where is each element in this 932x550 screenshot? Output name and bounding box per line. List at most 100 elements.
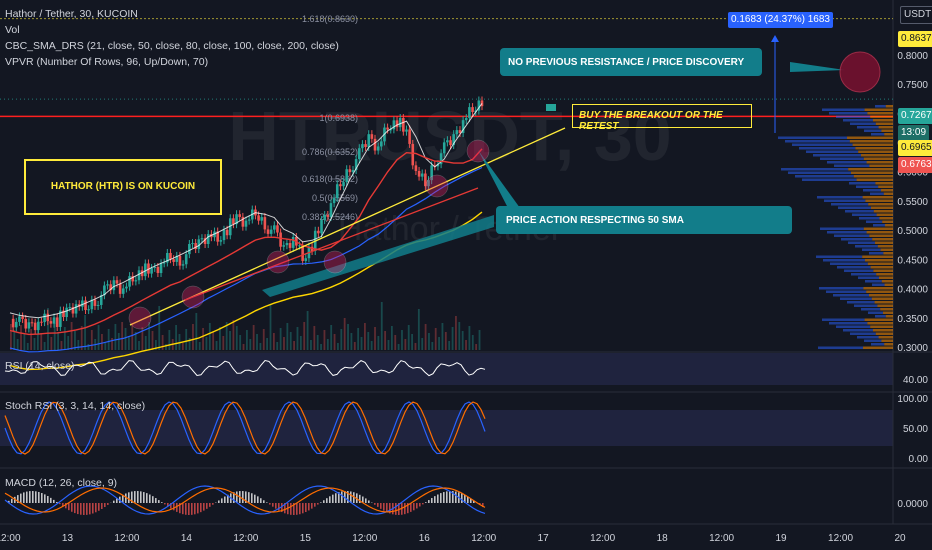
macd-histogram-bar: [164, 503, 166, 505]
macd-histogram-bar: [404, 503, 406, 515]
volume-bar: [138, 341, 140, 350]
candle-body: [162, 262, 166, 264]
macd-histogram-bar: [362, 496, 364, 503]
vpvr-bar-down: [880, 308, 893, 311]
vpvr-bar-down: [879, 276, 893, 279]
volume-bar: [104, 343, 107, 350]
candle-body: [156, 266, 160, 274]
volume-bar: [117, 333, 120, 350]
volume-bar: [30, 329, 33, 350]
stoch-tick-label: 100.00: [897, 394, 928, 405]
volume-bar: [276, 342, 279, 350]
macd-histogram-bar: [341, 491, 343, 503]
candle-body: [405, 129, 408, 132]
x-tick-label: 20: [894, 533, 906, 544]
macd-histogram-bar: [386, 503, 388, 513]
candle-body: [103, 285, 106, 296]
macd-histogram-bar: [44, 494, 46, 503]
macd-histogram-bar: [446, 491, 448, 503]
candle-body: [188, 244, 191, 255]
vpvr-bar-up: [834, 164, 870, 167]
macd-histogram-bar: [62, 503, 64, 507]
candle-body: [433, 165, 437, 167]
macd-histogram-bar: [125, 493, 127, 503]
vpvr-bar-down: [873, 210, 893, 213]
volume-bar: [77, 340, 80, 350]
volume-bar: [165, 344, 167, 350]
candle-body: [30, 322, 34, 324]
macd-histogram-bar: [464, 494, 466, 503]
candle-body: [471, 107, 474, 112]
rsi-tick-label: 40.00: [903, 375, 928, 386]
macd-histogram-bar: [128, 492, 130, 503]
candle-body: [320, 220, 323, 234]
volume-bar: [448, 341, 451, 350]
candle-body: [197, 239, 201, 250]
macd-histogram-bar: [53, 499, 55, 503]
candle-body: [364, 144, 367, 148]
macd-histogram-bar: [20, 493, 22, 503]
candle-body: [131, 276, 135, 282]
candle-body: [112, 280, 116, 291]
macd-histogram-bar: [326, 498, 328, 503]
vpvr-bar-down: [856, 178, 893, 181]
macd-histogram-bar: [191, 503, 193, 515]
vpvr-bar-up: [872, 283, 885, 286]
kucoin-box: HATHOR (HTR) IS ON KUCOIN: [24, 159, 222, 215]
vpvr-bar-up: [861, 308, 881, 311]
macd-histogram-bar: [266, 502, 268, 503]
candle-body: [241, 216, 245, 227]
candle-body: [458, 130, 462, 134]
volume-bar: [154, 340, 157, 350]
candle-body: [279, 232, 282, 247]
vpvr-bar-up: [843, 119, 873, 122]
candle-body: [480, 100, 484, 107]
macd-histogram-bar: [299, 503, 301, 515]
candle-body: [59, 310, 62, 327]
macd-histogram-bar: [425, 502, 427, 503]
buy-breakout-text: BUY THE BREAKOUT OR THE RETEST: [579, 110, 723, 132]
vpvr-bar-down: [877, 304, 893, 307]
vpvr-bar-down: [873, 329, 893, 332]
volume-bar: [229, 331, 231, 350]
trendline-yellow: [129, 127, 566, 326]
candle-body: [298, 245, 301, 247]
countdown-tag: 13:09: [898, 125, 930, 141]
candle-body: [27, 322, 31, 329]
sma-respect-text: PRICE ACTION RESPECTING 50 SMA: [506, 215, 684, 226]
macd-histogram-bar: [440, 493, 442, 503]
volume-bar: [235, 326, 238, 350]
candle-body: [121, 288, 125, 294]
macd-histogram-bar: [422, 503, 424, 505]
vpvr-bar-down: [865, 199, 893, 202]
vpvr-bar-down: [870, 115, 893, 118]
currency-badge[interactable]: USDT: [900, 6, 932, 24]
vpvr-bar-down: [869, 294, 893, 297]
vpvr-bar-down: [883, 311, 893, 314]
macd-histogram-bar: [413, 503, 415, 511]
candle-body: [398, 118, 402, 128]
candle-body: [477, 100, 481, 111]
vpvr-bar-down: [858, 150, 893, 153]
volume-bar: [161, 335, 164, 350]
macd-histogram-bar: [8, 500, 10, 503]
macd-histogram-bar: [26, 491, 28, 503]
vpvr-bar-down: [883, 252, 893, 255]
candle-body: [461, 120, 465, 134]
candle-body: [326, 214, 330, 217]
volume-bar: [185, 329, 188, 350]
vpvr-bar-up: [864, 339, 882, 342]
candle-body: [247, 219, 251, 221]
vpvr-bar-down: [848, 168, 893, 171]
vpvr-bar-down: [863, 227, 893, 230]
candle-body: [370, 134, 374, 139]
macd-histogram-bar: [467, 496, 469, 503]
volume-bar: [26, 343, 29, 350]
macd-histogram-bar: [68, 503, 70, 511]
candle-body: [273, 225, 276, 230]
macd-histogram-bar: [95, 503, 97, 513]
volume-bar: [347, 324, 349, 350]
macd-histogram-bar: [134, 491, 136, 503]
candle-body: [417, 170, 421, 177]
